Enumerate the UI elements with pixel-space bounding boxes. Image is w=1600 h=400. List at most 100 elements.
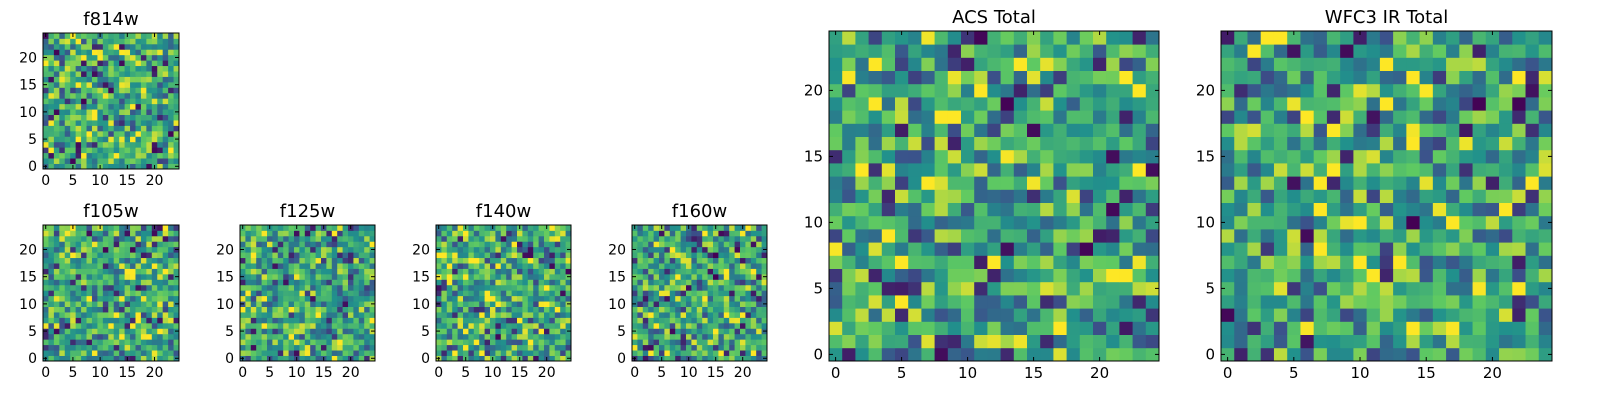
heatmap-cell — [527, 306, 534, 313]
heatmap-cell — [1379, 308, 1394, 322]
heatmap-cell — [299, 246, 306, 253]
heatmap-cell — [446, 333, 453, 340]
heatmap-cell — [59, 136, 66, 143]
heatmap-cell — [294, 312, 300, 318]
heatmap-cell — [1313, 268, 1328, 283]
heatmap-cell — [1040, 321, 1054, 335]
heatmap-cell — [97, 125, 104, 132]
heatmap-cell — [527, 230, 534, 237]
heatmap-cell — [337, 355, 343, 362]
heatmap-cell — [157, 306, 164, 313]
heatmap-cell — [457, 344, 464, 351]
heatmap-cell — [868, 202, 883, 217]
heatmap-cell — [947, 334, 962, 349]
heatmap-cell — [75, 103, 82, 110]
heatmap-cell — [961, 281, 975, 296]
heatmap-cell — [64, 87, 71, 94]
heatmap-cell — [130, 71, 136, 77]
heatmap-cell — [43, 279, 49, 286]
heatmap-cell — [135, 355, 142, 362]
heatmap-cell — [750, 257, 757, 264]
heatmap-cell — [1446, 70, 1460, 85]
heatmap-cell — [637, 284, 644, 291]
heatmap-cell — [75, 290, 82, 297]
heatmap-cell — [70, 76, 77, 83]
heatmap-cell — [1287, 57, 1301, 71]
heatmap-cell — [696, 257, 703, 264]
heatmap-cell — [1432, 202, 1447, 217]
heatmap-cell — [895, 176, 909, 190]
heatmap-cell — [511, 322, 518, 329]
heatmap-cell — [921, 347, 935, 362]
heatmap-cell — [48, 246, 55, 253]
heatmap-cell — [463, 333, 469, 340]
heatmap-cell — [756, 235, 762, 242]
heatmap-cell — [43, 98, 49, 105]
heatmap-cell — [119, 257, 125, 264]
heatmap-cell — [554, 268, 561, 275]
heatmap-cell — [756, 295, 762, 302]
heatmap-cell — [331, 339, 338, 346]
heatmap-cell — [124, 312, 131, 318]
heatmap-cell — [245, 241, 252, 248]
heatmap-cell — [315, 301, 322, 307]
heatmap-cell — [135, 141, 142, 148]
heatmap-cell — [1260, 334, 1275, 349]
heatmap-cell — [1485, 44, 1500, 58]
heatmap-cell — [304, 230, 311, 237]
heatmap-cell — [987, 229, 1001, 243]
heatmap-cell — [517, 246, 523, 253]
heatmap-cell — [1093, 70, 1107, 85]
heatmap-cell — [86, 246, 93, 253]
heatmap-cell — [162, 246, 169, 253]
heatmap-cell — [140, 279, 147, 286]
heatmap-cell — [337, 317, 343, 324]
x-tick-label: 5 — [1289, 364, 1299, 382]
heatmap-cell — [337, 241, 343, 248]
heatmap-cell — [457, 241, 464, 248]
heatmap-cell — [81, 158, 87, 164]
heatmap-cell — [1040, 163, 1054, 177]
heatmap-cell — [1066, 97, 1081, 111]
heatmap-cell — [108, 235, 115, 242]
heatmap-cell — [119, 306, 125, 313]
heatmap-cell — [157, 76, 164, 83]
heatmap-cell — [961, 176, 975, 190]
heatmap-cell — [538, 306, 545, 313]
heatmap-cell — [457, 322, 464, 329]
heatmap-cell — [500, 284, 507, 291]
heatmap-cell — [517, 263, 523, 269]
heatmap-cell — [1340, 321, 1354, 335]
heatmap-cell — [1234, 110, 1248, 124]
heatmap-cell — [1273, 31, 1288, 45]
heatmap-cell — [829, 321, 843, 335]
heatmap-cell — [1472, 31, 1487, 45]
heatmap-cell — [495, 355, 502, 362]
heatmap-cell — [1132, 229, 1147, 243]
heatmap-cell — [1106, 295, 1120, 309]
heatmap-cell — [162, 109, 169, 115]
heatmap-cell — [511, 295, 518, 302]
heatmap-cell — [168, 312, 174, 318]
heatmap-cell — [124, 103, 131, 110]
heatmap-cell — [1145, 97, 1160, 111]
heatmap-cell — [1313, 347, 1328, 362]
heatmap-cell — [729, 344, 735, 351]
heatmap-cell — [648, 301, 654, 307]
heatmap-cell — [173, 333, 180, 340]
heatmap-cell — [364, 268, 370, 275]
heatmap-cell — [500, 322, 507, 329]
heatmap-cell — [146, 65, 153, 72]
heatmap-cell — [1406, 136, 1420, 151]
heatmap-cell — [130, 136, 136, 143]
heatmap-cell — [315, 279, 322, 286]
heatmap-cell — [1013, 57, 1028, 71]
heatmap-cell — [987, 268, 1001, 283]
heatmap-cell — [1366, 242, 1381, 256]
heatmap-cell — [299, 295, 306, 302]
heatmap-cell — [97, 141, 104, 148]
heatmap-cell — [108, 268, 115, 275]
heatmap-cell — [1538, 347, 1553, 362]
heatmap-cell — [653, 279, 660, 286]
heatmap-cell — [75, 87, 82, 94]
